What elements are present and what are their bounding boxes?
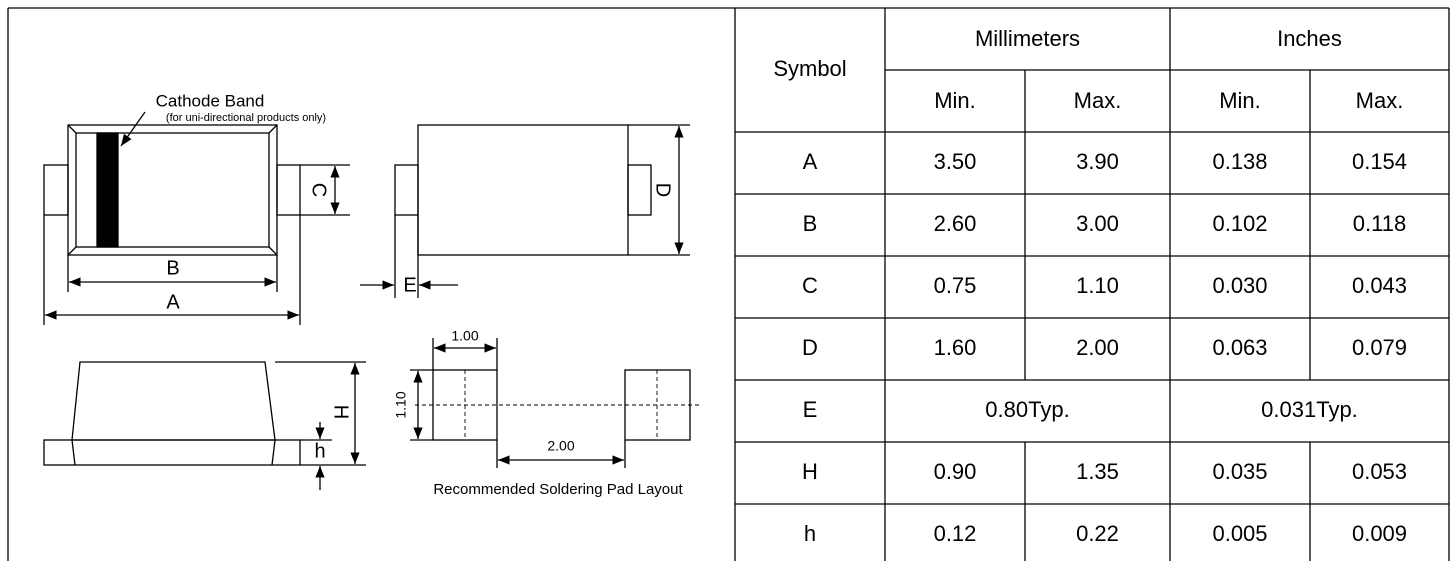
symbol-cell: D xyxy=(802,335,818,360)
frame xyxy=(7,7,1450,561)
symbol-cell: B xyxy=(803,211,818,236)
header-cell: Millimeters xyxy=(975,26,1080,51)
header-cell: Min. xyxy=(934,88,976,113)
dim-label: A xyxy=(166,291,180,313)
value-cell: 0.043 xyxy=(1352,273,1407,298)
value-cell: 3.90 xyxy=(1076,149,1119,174)
outline-drawing xyxy=(43,111,700,490)
dimension-table: Symbol Millimeters Inches Min. Max. Min. Max. A… xyxy=(735,8,1449,561)
cathode-note: (for uni-directional products only) xyxy=(166,112,326,124)
value-cell: 1.35 xyxy=(1076,459,1119,484)
value-cell: 2.00 xyxy=(1076,335,1119,360)
dim-label: B xyxy=(166,257,179,279)
value-cell: 3.00 xyxy=(1076,211,1119,236)
drawing-labels: Cathode Band (for uni-directional produc… xyxy=(156,91,684,497)
value-cell: 0.138 xyxy=(1212,149,1267,174)
dim-label: D xyxy=(652,183,674,197)
header-cell: Max. xyxy=(1074,88,1122,113)
dim-label: E xyxy=(403,274,416,296)
cathode-label: Cathode Band xyxy=(156,91,265,110)
header-cell: Symbol xyxy=(773,56,846,81)
value-cell: 3.50 xyxy=(934,149,977,174)
value-cell: 1.10 xyxy=(1076,273,1119,298)
dim-label: H xyxy=(330,405,352,419)
value-cell: 0.22 xyxy=(1076,521,1119,546)
symbol-cell: E xyxy=(803,397,818,422)
value-cell: 0.12 xyxy=(934,521,977,546)
header-cell: Max. xyxy=(1356,88,1404,113)
pad-caption: Recommended Soldering Pad Layout xyxy=(433,481,683,498)
value-cell: 0.102 xyxy=(1212,211,1267,236)
value-cell: 0.079 xyxy=(1352,335,1407,360)
value-cell: 0.053 xyxy=(1352,459,1407,484)
value-cell: 0.035 xyxy=(1212,459,1267,484)
dim-label: 2.00 xyxy=(547,438,574,454)
symbol-cell: h xyxy=(804,521,816,546)
value-cell: 0.009 xyxy=(1352,521,1407,546)
symbol-cell: H xyxy=(802,459,818,484)
value-cell: 0.154 xyxy=(1352,149,1407,174)
value-cell: 0.118 xyxy=(1353,211,1406,236)
value-cell: 2.60 xyxy=(934,211,977,236)
symbol-cell: A xyxy=(803,149,818,174)
value-cell: 0.030 xyxy=(1212,273,1267,298)
value-cell: 0.75 xyxy=(934,273,977,298)
value-cell: 0.90 xyxy=(934,459,977,484)
value-cell: 0.005 xyxy=(1212,521,1267,546)
value-cell: 1.60 xyxy=(934,335,977,360)
dim-label: 1.10 xyxy=(393,391,409,418)
value-cell: 0.80Typ. xyxy=(985,397,1069,422)
value-cell: 0.063 xyxy=(1212,335,1267,360)
symbol-cell: C xyxy=(802,273,818,298)
dim-label: C xyxy=(308,183,330,197)
value-cell: 0.031Typ. xyxy=(1261,397,1358,422)
dim-label: 1.00 xyxy=(451,328,478,344)
header-cell: Min. xyxy=(1219,88,1261,113)
dim-label: h xyxy=(314,440,325,462)
header-cell: Inches xyxy=(1277,26,1342,51)
